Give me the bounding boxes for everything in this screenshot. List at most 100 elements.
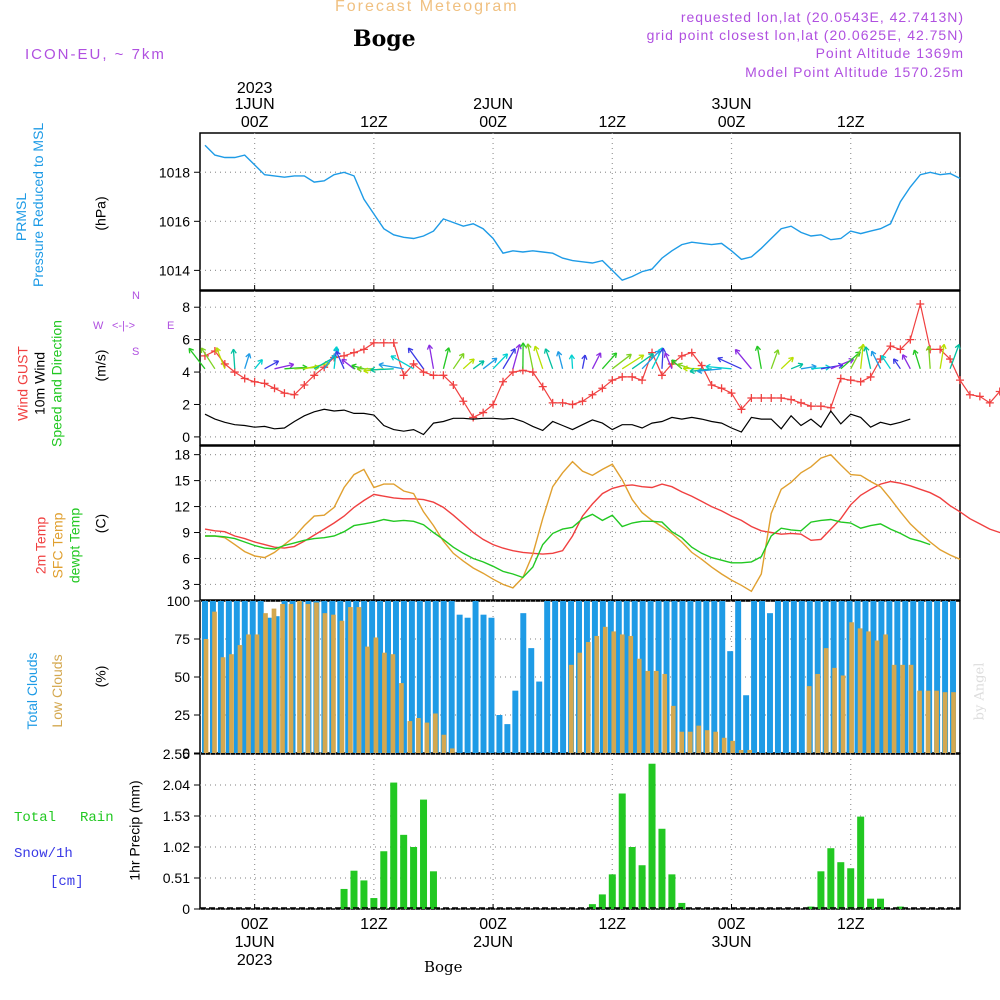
low-cloud-bar bbox=[619, 634, 625, 753]
total-cloud-bar bbox=[472, 601, 479, 753]
wind-gust-marker bbox=[886, 342, 895, 351]
wind-gust-marker bbox=[777, 393, 786, 402]
low-cloud-bar bbox=[721, 737, 727, 753]
wind-direction-arrowhead bbox=[626, 353, 632, 360]
wind-direction-arrow bbox=[188, 347, 206, 370]
wind-direction-arrowhead bbox=[469, 358, 475, 364]
rain-bar bbox=[827, 848, 835, 909]
rain-bar bbox=[360, 880, 368, 909]
total-cloud-bar bbox=[647, 601, 654, 753]
point-altitude: Point Altitude 1369m bbox=[815, 45, 964, 61]
wind-gust-marker bbox=[349, 348, 358, 357]
low-cloud-bar bbox=[628, 635, 634, 753]
wind-direction-arrow bbox=[913, 349, 921, 370]
rain-bar bbox=[429, 871, 437, 909]
wind-gust-marker bbox=[449, 381, 458, 390]
requested-coords: requested lon,lat (20.0543E, 42.7413N) bbox=[680, 9, 964, 25]
wind-gust-marker bbox=[677, 351, 686, 360]
total-cloud-bar bbox=[520, 613, 527, 753]
compass-arrows: <-|-> bbox=[112, 320, 136, 332]
wind-direction-arrowhead bbox=[363, 367, 369, 374]
low-cloud-bar bbox=[662, 673, 668, 753]
total-cloud-bar bbox=[886, 601, 893, 753]
y-tick-label: 9 bbox=[182, 525, 190, 541]
wind-gust-marker bbox=[618, 372, 627, 381]
wind-direction-arrowhead bbox=[273, 360, 280, 366]
total-cloud-bar bbox=[623, 601, 630, 753]
total-cloud-bar bbox=[615, 601, 622, 753]
low-cloud-bar bbox=[594, 635, 600, 753]
low-cloud-bar bbox=[713, 731, 719, 753]
total-cloud-bar bbox=[440, 601, 447, 753]
temp-dewpt-line bbox=[205, 513, 931, 579]
wind-direction-arrowhead bbox=[556, 351, 563, 357]
wind-direction-arrow bbox=[705, 365, 732, 370]
low-cloud-bar bbox=[450, 748, 455, 753]
rain-bar bbox=[867, 898, 875, 909]
total-cloud-bar bbox=[894, 601, 901, 753]
low-cloud-bar bbox=[653, 670, 659, 753]
wind-gust-marker bbox=[578, 397, 587, 406]
low-cloud-bar bbox=[441, 734, 447, 753]
total-cloud-bar bbox=[512, 690, 519, 753]
wind-gust-marker bbox=[628, 372, 637, 381]
wind-gust-marker bbox=[638, 376, 647, 385]
wind-gust-marker bbox=[707, 381, 716, 390]
wind-direction-arrow bbox=[871, 350, 882, 370]
wind-direction-arrow bbox=[880, 355, 891, 370]
wind-direction-arrowhead bbox=[335, 350, 341, 357]
total-cloud-bar bbox=[560, 601, 567, 753]
wind-direction-arrowhead bbox=[773, 349, 780, 355]
wind-gust-marker bbox=[419, 368, 428, 377]
y-tick-label: 0 bbox=[182, 901, 190, 917]
low-cloud-bar bbox=[577, 652, 583, 753]
top-time-label: 12Z bbox=[837, 114, 865, 131]
low-cloud-bar bbox=[585, 642, 591, 753]
wind-direction-arrow bbox=[462, 358, 475, 370]
wind-gust-marker bbox=[956, 376, 964, 385]
wind-gust-marker bbox=[379, 338, 388, 347]
temp-2m-line bbox=[204, 480, 1000, 555]
rain-bar bbox=[618, 793, 626, 909]
rain-bar bbox=[678, 902, 686, 909]
rain-bar bbox=[648, 763, 656, 909]
wind-direction-arrowhead bbox=[595, 352, 602, 358]
total-cloud-bar bbox=[671, 601, 678, 753]
wind-gust-marker bbox=[499, 377, 508, 386]
total-cloud-bar bbox=[942, 601, 949, 753]
wind-gust-marker bbox=[240, 374, 249, 383]
compass-s: S bbox=[132, 346, 140, 358]
total-cloud-bar bbox=[862, 601, 869, 753]
wind-direction-arrowhead bbox=[697, 367, 703, 374]
low-cloud-bar bbox=[645, 670, 651, 753]
wind-direction-arrow bbox=[717, 357, 742, 370]
rain-bar bbox=[350, 870, 358, 909]
wind-gust-marker bbox=[439, 371, 448, 380]
total-cloud-bar bbox=[552, 601, 559, 753]
wind-gust-marker bbox=[866, 372, 875, 381]
y-tick-label: 1018 bbox=[159, 164, 190, 180]
low-cloud-bar bbox=[874, 640, 880, 753]
compass-rose: N S W E <-|-> bbox=[90, 290, 180, 360]
total-cloud-bar bbox=[241, 601, 248, 753]
y-tick-label: 6 bbox=[182, 332, 190, 348]
total-cloud-bar bbox=[496, 715, 503, 753]
wind-direction-arrowhead bbox=[671, 359, 677, 366]
bottom-time-label: 12Z bbox=[598, 916, 626, 933]
wind-direction-arrowhead bbox=[689, 367, 695, 375]
wind-direction-arrowhead bbox=[863, 346, 870, 352]
wind-direction-arrowhead bbox=[341, 358, 347, 365]
y-tick-label: 2.04 bbox=[163, 777, 190, 793]
wind-direction-arrowhead bbox=[215, 347, 221, 353]
wind-gust-marker bbox=[757, 393, 766, 402]
wind-direction-arrowhead bbox=[245, 353, 252, 359]
total-cloud-bar bbox=[424, 601, 431, 753]
wind-direction-arrow bbox=[734, 349, 752, 370]
y-tick-label: 3 bbox=[182, 576, 190, 592]
top-time-label: 00Z bbox=[718, 114, 746, 131]
wind-direction-arrowhead bbox=[333, 346, 340, 352]
wind-direction-arrow bbox=[664, 352, 673, 370]
wind-direction-arrow bbox=[621, 354, 645, 370]
total-cloud-bar bbox=[902, 601, 909, 753]
